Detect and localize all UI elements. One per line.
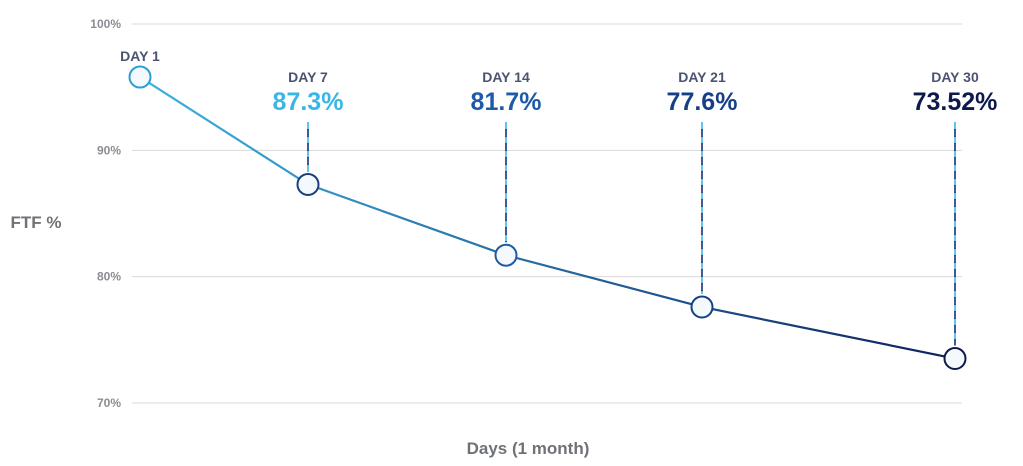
- data-point: [690, 295, 714, 319]
- day-label: DAY 1: [120, 48, 160, 64]
- data-point: [494, 243, 518, 267]
- day-label: DAY 14: [482, 69, 530, 85]
- x-axis-title: Days (1 month): [467, 439, 590, 458]
- y-tick-labels: 100% 90% 80% 70%: [90, 17, 121, 410]
- data-point: [943, 347, 967, 371]
- y-tick-label: 100%: [90, 17, 121, 31]
- y-tick-label: 70%: [97, 396, 121, 410]
- value-label: 77.6%: [667, 88, 738, 116]
- y-tick-label: 80%: [97, 270, 121, 284]
- value-label: 81.7%: [471, 88, 542, 116]
- day-label: DAY 30: [931, 69, 979, 85]
- day-label: DAY 21: [678, 69, 726, 85]
- day-label: DAY 7: [288, 69, 328, 85]
- y-axis-title: FTF %: [11, 213, 62, 232]
- data-point: [128, 65, 152, 89]
- value-label: 87.3%: [273, 88, 344, 116]
- series-line: [139, 76, 956, 360]
- y-tick-label: 90%: [97, 143, 121, 157]
- data-point-markers: [128, 65, 967, 371]
- value-leader-lines: [307, 122, 956, 346]
- grid-lines: [132, 23, 962, 404]
- data-point: [296, 172, 320, 196]
- value-label: 73.52%: [913, 88, 998, 116]
- data-labels: DAY 1 DAY 7 87.3% DAY 14 81.7% DAY 21 77.6% DAY…: [120, 48, 997, 116]
